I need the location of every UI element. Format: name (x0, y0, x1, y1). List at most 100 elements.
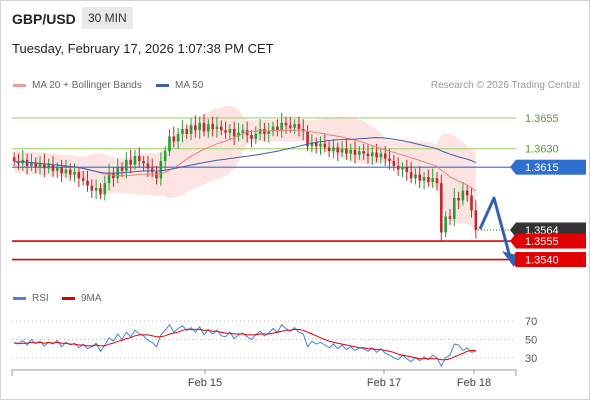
candle-body (198, 122, 201, 131)
candle-body (215, 126, 219, 130)
candle-body (297, 124, 301, 130)
candle-body (133, 156, 137, 165)
candle-body (427, 177, 430, 182)
candle-body (431, 178, 434, 182)
currency-pair-title: GBP/USD (12, 11, 76, 27)
legend-rsi: RSI (13, 293, 49, 304)
candle-body (189, 125, 193, 134)
candle-body (172, 136, 176, 142)
candle-body (73, 172, 76, 175)
legend-ma50: MA 50 (156, 80, 203, 91)
candle-body (276, 126, 279, 131)
candle-body (444, 216, 447, 233)
candle-body (280, 122, 283, 131)
candle-body (241, 130, 245, 133)
candle-body (125, 159, 128, 171)
candle-body (336, 147, 340, 153)
candle-body (383, 153, 387, 159)
rsi-swatch-icon (13, 297, 26, 300)
candle-body (94, 188, 98, 191)
candle-body (68, 169, 72, 175)
level-box-2 (516, 159, 586, 175)
candle-body (250, 135, 253, 139)
candle-body (375, 152, 378, 158)
projection-arrow (478, 196, 512, 258)
candle-body (90, 185, 94, 191)
candle-body (263, 129, 266, 134)
candle-body (224, 130, 227, 133)
candle-body (103, 183, 107, 195)
candle-body (349, 149, 353, 154)
level-label-4: 1.3555 (525, 236, 559, 248)
candle-body (267, 131, 271, 134)
legend-rsi-ma-label: 9MA (81, 293, 102, 304)
candle-body (418, 174, 422, 181)
candle-body (211, 124, 214, 130)
research-credit: Research © 2026 Trading Central (430, 80, 580, 91)
legend-rsi-ma: 9MA (62, 293, 102, 304)
candle-body (392, 161, 396, 166)
candle-body (232, 129, 236, 137)
candle-body (99, 188, 102, 195)
candle-body (271, 126, 275, 132)
candle-body (452, 197, 456, 219)
candle-body (146, 163, 150, 169)
candle-body (112, 173, 115, 179)
candle-body (64, 169, 68, 174)
candle-body (185, 129, 189, 134)
candle-body (86, 180, 89, 186)
candle-body (228, 129, 232, 133)
candle-body (176, 133, 180, 142)
candle-body (51, 164, 55, 171)
level-pointer-3 (510, 222, 516, 238)
timeframe-badge[interactable]: 30 MIN (82, 7, 133, 29)
candle-body (379, 153, 383, 158)
candle-body (129, 159, 132, 165)
level-label-5: 1.3540 (525, 255, 559, 267)
ma50-swatch-icon (156, 84, 169, 87)
candle-body (181, 129, 184, 134)
rsi-tick-30: 30 (525, 353, 537, 365)
candle-body (34, 162, 38, 168)
candle-body (159, 161, 163, 179)
level-label-1: 1.3630 (525, 144, 559, 156)
candle-body (219, 126, 223, 131)
candle-body (142, 161, 145, 164)
level-box-4 (516, 233, 586, 249)
candle-body (237, 132, 240, 137)
candle-body (474, 210, 478, 230)
candle-body (306, 131, 309, 147)
candle-body (310, 142, 314, 147)
candle-body (155, 172, 158, 179)
x-label-2: Feb 18 (457, 377, 491, 389)
candle-body (56, 167, 59, 171)
candle-body (47, 164, 50, 169)
rsi-ma-swatch-icon (62, 297, 75, 300)
candle-body (284, 122, 288, 126)
candle-body (366, 153, 370, 157)
candle-body (370, 152, 374, 157)
candle-body (293, 124, 296, 128)
ma50-line (14, 137, 477, 174)
x-label-0: Feb 15 (188, 377, 222, 389)
rsi-tick-50: 50 (525, 335, 537, 347)
candle-body (358, 151, 361, 155)
candle-body (207, 124, 210, 132)
candle-body (314, 142, 318, 147)
candle-body (289, 125, 292, 128)
candle-body (194, 125, 197, 131)
candle-body (77, 172, 81, 179)
candle-body (401, 167, 404, 170)
candle-body (457, 197, 460, 201)
candle-body (470, 195, 473, 211)
candle-body (30, 162, 33, 166)
candle-body (43, 163, 46, 169)
candle-body (435, 178, 439, 184)
level-label-2: 1.3615 (525, 162, 559, 174)
candle-body (60, 167, 63, 174)
timestamp: Tuesday, February 17, 2026 1:07:38 PM CE… (12, 41, 274, 56)
candle-body (12, 157, 16, 162)
candle-body (107, 173, 111, 184)
candle-body (168, 136, 171, 152)
